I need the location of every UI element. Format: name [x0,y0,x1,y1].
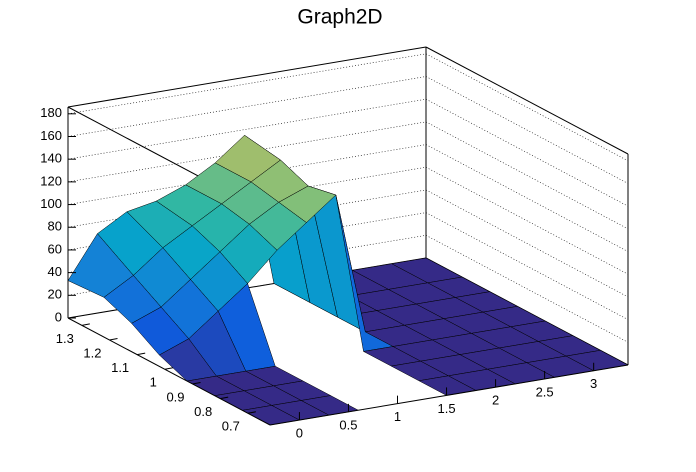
y-tick [137,352,146,356]
x-tick-label: 1 [394,409,401,424]
x-axis [269,364,629,426]
box-edge [67,46,427,108]
y-tick-label: 0.8 [194,404,212,419]
box-edge [425,46,629,155]
z-tick-label: 80 [48,219,62,234]
grid-line [67,76,629,184]
x-tick-label: 0.5 [339,417,357,432]
z-tick-label: 120 [40,173,62,188]
grid-line [67,53,629,162]
grid-line [67,121,629,230]
y-tick [81,323,90,326]
z-tick-label: 40 [48,264,62,279]
z-tick-label: 160 [40,128,62,143]
x-tick-label: 2 [492,393,499,408]
y-tick [247,411,256,414]
z-tick-label: 180 [40,105,62,120]
z-tick-label: 140 [40,151,62,166]
y-tick-label: 0.7 [222,419,240,434]
x-tick-label: 2.5 [536,384,554,399]
y-tick-label: 0.9 [166,389,184,404]
y-tick-label: 1.1 [111,360,129,375]
z-tick-label: 20 [48,287,62,302]
chart-title: Graph2D [297,6,382,29]
x-tick-label: 3 [590,376,597,391]
grid-line [67,98,629,207]
y-tick-label: 1.2 [83,345,101,360]
y-tick-label: 1.3 [56,331,74,346]
z-tick-label: 100 [40,196,62,211]
z-tick-label: 0 [55,309,62,324]
x-tick-label: 0 [296,426,303,441]
y-tick-label: 1 [150,375,157,390]
y-tick [109,337,118,341]
y-tick [164,367,173,370]
y-tick [192,381,201,385]
z-tick-label: 60 [48,241,62,256]
y-axis [67,317,271,426]
y-tick [220,396,229,400]
x-tick-label: 1.5 [438,401,456,416]
